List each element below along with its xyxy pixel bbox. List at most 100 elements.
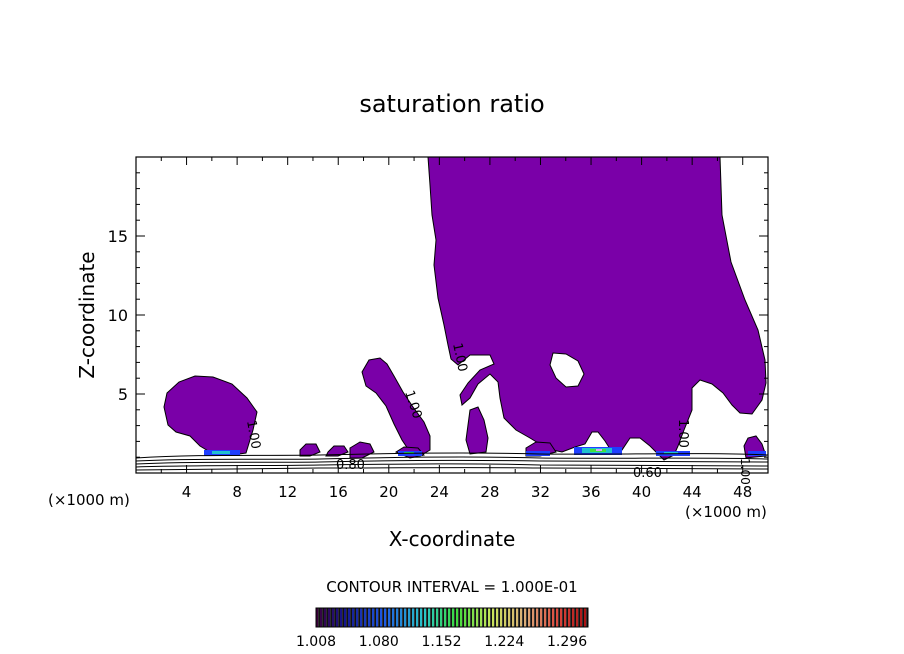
colorbar-stripe-gap (502, 608, 504, 627)
x-axis: 4 8 12 16 20 24 28 32 36 40 44 48 (160, 157, 752, 501)
colorbar-stripe (388, 608, 391, 627)
colorbar-stripe-gap (558, 608, 560, 627)
colorbar-stripe (524, 608, 527, 627)
colorbar-stripe (332, 608, 335, 627)
colorbar-stripe-gap (534, 608, 536, 627)
saturation-region-hole (549, 352, 585, 388)
colorbar-stripe-gap (554, 608, 556, 627)
colorbar-stripe-gap (470, 608, 472, 627)
colorbar-stripe-gap (510, 608, 512, 627)
colorbar-stripe (504, 608, 507, 627)
colorbar-stripe (376, 608, 379, 627)
saturation-region-main (427, 157, 767, 461)
contour-label: 1.00 (449, 342, 470, 373)
colorbar-tick-label: 1.008 (296, 634, 336, 650)
colorbar-stripe-gap (446, 608, 448, 627)
colorbar-stripe-gap (342, 608, 344, 627)
colorbar-stripe (384, 608, 387, 627)
x-axis-label: X-coordinate (389, 527, 516, 551)
colorbar-stripe (556, 608, 559, 627)
colorbar-stripe (464, 608, 467, 627)
colorbar-stripe-gap (430, 608, 432, 627)
colorbar-stripe (532, 608, 535, 627)
colorbar-stripe (492, 608, 495, 627)
saturation-fill-layer (163, 157, 767, 461)
colorbar-stripe-gap (466, 608, 468, 627)
colorbar-tick-label: 1.224 (484, 634, 524, 650)
saturation-region-small-3 (349, 441, 375, 459)
colorbar-stripe-gap (378, 608, 380, 627)
colorbar-stripe (336, 608, 339, 627)
saturation-region-small-1 (299, 443, 321, 457)
colorbar-stripe-gap (318, 608, 320, 627)
colorbar-stripe-gap (522, 608, 524, 627)
x-tick-label: 36 (581, 483, 600, 501)
colorbar-tick-label: 1.152 (421, 634, 461, 650)
colorbar-stripe (408, 608, 411, 627)
colorbar-stripe (444, 608, 447, 627)
colorbar-stripe (516, 608, 519, 627)
colorbar-stripe (348, 608, 351, 627)
colorbar-stripe-gap (566, 608, 568, 627)
colorbar-stripe-gap (582, 608, 584, 627)
colorbar-stripe (368, 608, 371, 627)
colorbar-stripe (416, 608, 419, 627)
colorbar-stripe-gap (362, 608, 364, 627)
contour-label: 1.00 (243, 419, 263, 450)
colorbar-stripe-gap (454, 608, 456, 627)
colorbar-stripe (512, 608, 515, 627)
colorbar-stripe-gap (542, 608, 544, 627)
colorbar-stripe-gap (486, 608, 488, 627)
colorbar-stripe-gap (326, 608, 328, 627)
saturation-region-spike (465, 406, 489, 455)
colorbar-stripe (576, 608, 579, 627)
x-tick-label: 4 (182, 483, 192, 501)
colorbar-stripe (560, 608, 563, 627)
colorbar-stripe-gap (574, 608, 576, 627)
colorbar-stripe-gap (346, 608, 348, 627)
colorbar-stripe-gap (462, 608, 464, 627)
colorbar-stripe-gap (474, 608, 476, 627)
colorbar-stripe (584, 608, 587, 627)
colorbar-stripe-gap (330, 608, 332, 627)
colorbar-stripe (340, 608, 343, 627)
y-axis: 5 10 15 (108, 172, 768, 458)
x-tick-label: 20 (379, 483, 398, 501)
colorbar-stripe (552, 608, 555, 627)
colorbar-stripe-gap (386, 608, 388, 627)
colorbar-stripe-gap (322, 608, 324, 627)
colorbar-stripe-gap (482, 608, 484, 627)
colorbar-stripe (412, 608, 415, 627)
colorbar-stripe-gap (498, 608, 500, 627)
x-tick-label: 24 (430, 483, 449, 501)
colorbar-stripe-gap (434, 608, 436, 627)
colorbar-stripe-gap (350, 608, 352, 627)
colorbar-stripe-gap (458, 608, 460, 627)
colorbar-stripe-gap (586, 608, 588, 627)
colorbar-stripe (456, 608, 459, 627)
colorbar-stripe (480, 608, 483, 627)
contour-label: 1.00 (675, 419, 690, 448)
colorbar-stripe (572, 608, 575, 627)
colorbar-stripe-gap (570, 608, 572, 627)
y-axis-label: Z-coordinate (75, 251, 99, 378)
colorbar-stripe (440, 608, 443, 627)
colorbar-stripe (500, 608, 503, 627)
colorbar-stripe (372, 608, 375, 627)
x-tick-label: 48 (733, 483, 752, 501)
colorbar-stripe-gap (374, 608, 376, 627)
colorbar-stripe-gap (442, 608, 444, 627)
colorbar-labels: 1.008 1.080 1.152 1.224 1.296 (296, 634, 587, 650)
colorbar-stripe-gap (530, 608, 532, 627)
colorbar-stripe-gap (354, 608, 356, 627)
colorbar-stripe-gap (366, 608, 368, 627)
colorbar-stripe (420, 608, 423, 627)
colorbar-stripe (328, 608, 331, 627)
colorbar-stripe (488, 608, 491, 627)
colorbar-tick-label: 1.296 (547, 634, 587, 650)
y-tick-label: 5 (118, 385, 128, 404)
colorbar-stripe-gap (538, 608, 540, 627)
x-tick-label: 16 (329, 483, 348, 501)
y-tick-label: 15 (108, 227, 128, 246)
colorbar-stripe-gap (478, 608, 480, 627)
